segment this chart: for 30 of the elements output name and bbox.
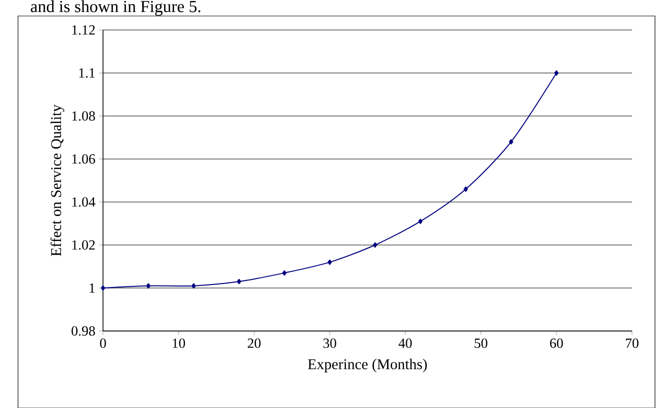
x-tick-label: 50 xyxy=(474,338,488,348)
x-tick-label: 10 xyxy=(172,338,186,348)
x-tick-label: 40 xyxy=(398,338,412,348)
x-axis-title: Experince (Months) xyxy=(308,358,427,372)
point xyxy=(418,218,423,224)
y-tick-label: 1.12 xyxy=(72,25,95,35)
y-tick-label: 1 xyxy=(90,283,95,292)
text: and is shown in Figure 5. xyxy=(30,0,200,16)
y-tick-label: 1.1 xyxy=(79,68,95,78)
y-tick-label: 1.02 xyxy=(72,240,95,250)
x-tick-label: 70 xyxy=(626,338,638,348)
point xyxy=(236,278,242,284)
y-tick-label: 1.06 xyxy=(72,154,96,164)
point xyxy=(192,283,196,288)
point xyxy=(372,242,378,248)
point xyxy=(464,186,468,192)
point xyxy=(282,270,287,276)
point xyxy=(508,138,514,144)
y-tick-label: 1.08 xyxy=(72,111,95,121)
point xyxy=(554,70,559,76)
y-axis-title: Effect on Service Quality xyxy=(50,104,64,256)
y-tick-label: 0.98 xyxy=(72,326,95,336)
x-tick-label: 0 xyxy=(100,338,106,348)
point xyxy=(100,285,106,291)
x-tick-label: 30 xyxy=(323,338,336,348)
point xyxy=(146,283,150,288)
x-tick-label: 20 xyxy=(248,338,261,348)
x-tick-label: 60 xyxy=(550,338,563,348)
point xyxy=(328,259,332,265)
y-tick-label: 1.04 xyxy=(72,197,96,207)
